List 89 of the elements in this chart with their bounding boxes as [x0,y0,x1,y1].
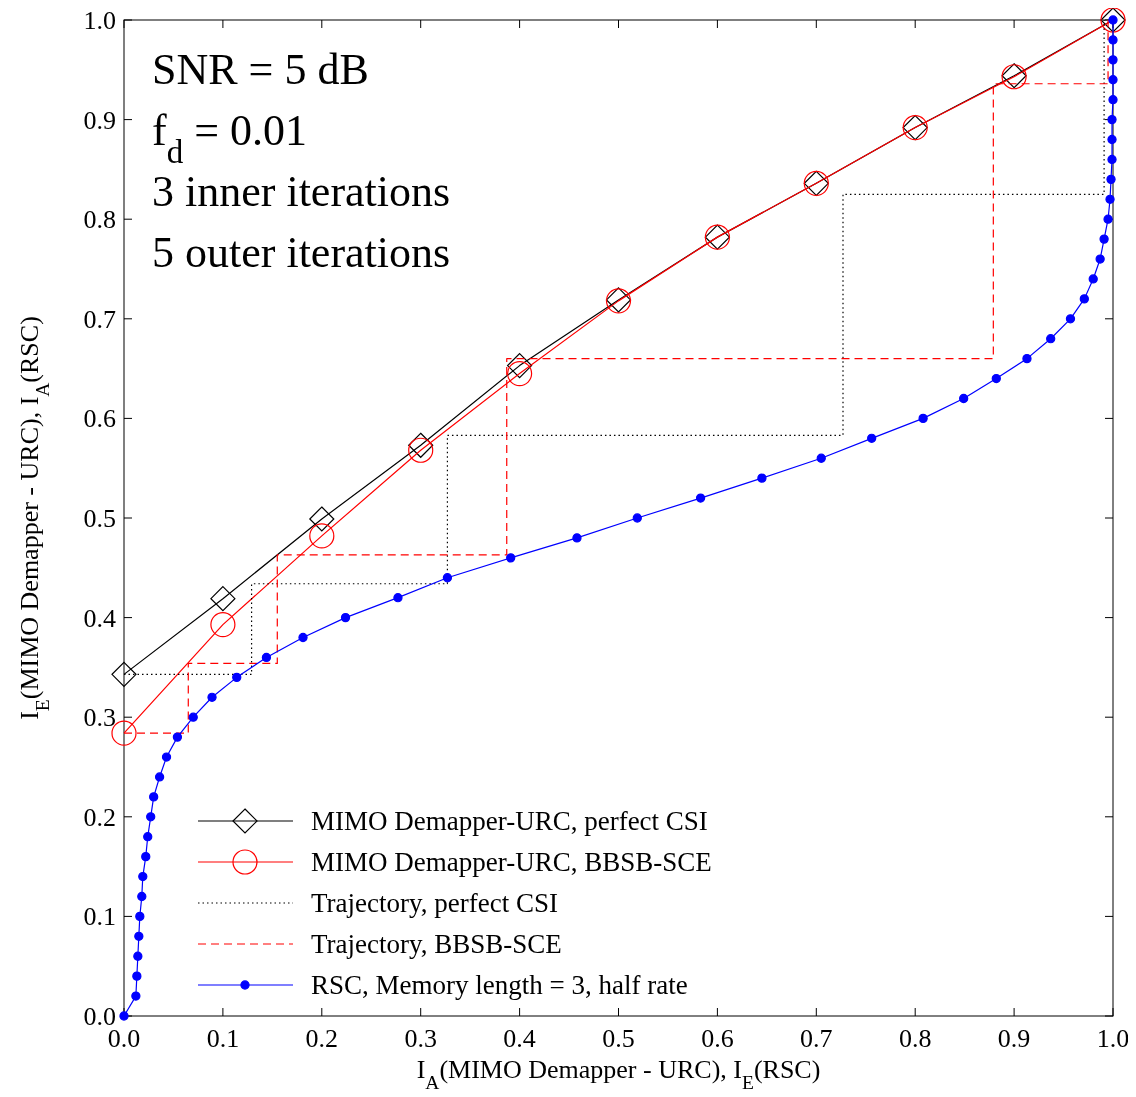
point [442,573,453,583]
point [1107,154,1117,165]
legend-label: MIMO Demapper-URC, perfect CSI [311,806,708,836]
point [393,593,403,603]
point [138,871,148,882]
y-tick-label: 0.4 [83,603,116,633]
point [146,812,156,822]
point [1065,314,1076,324]
point [632,513,642,523]
point [1099,234,1109,244]
point [134,931,144,941]
point [210,611,236,638]
x-tick-label: 0.1 [206,1024,240,1053]
point [408,437,434,463]
y-tick-label: 0.9 [83,105,116,135]
point [309,506,335,532]
point [1105,194,1115,204]
point [918,413,928,424]
annotation: f$_{d}$ = 0.01 [152,106,307,170]
x-tick-label: 0.3 [404,1024,437,1053]
point [1079,294,1089,304]
legend-label: MIMO Demapper-URC, BBSB-SCE [311,847,712,877]
point [959,393,969,404]
point [133,951,143,961]
point [507,360,533,387]
point [1022,353,1032,364]
point [210,586,236,612]
point [867,433,877,443]
point [1046,334,1056,344]
y-tick-label: 0.8 [83,205,116,235]
point [1108,55,1118,65]
point [1095,254,1105,264]
point [135,911,145,922]
point [141,851,151,862]
point [506,553,516,563]
point [149,792,159,802]
point [232,672,242,683]
x-tick-label: 0.7 [800,1024,833,1053]
y-tick-label: 0.2 [83,802,116,832]
y-tick-label: 0.3 [83,703,116,733]
point [340,612,351,623]
point [1106,174,1116,185]
point [757,473,767,483]
y-tick-label: 1.0 [83,6,116,35]
x-tick-label: 0.8 [898,1024,932,1053]
point [1108,35,1118,45]
x-tick-label: 0.5 [602,1024,635,1053]
point [309,523,335,549]
point [261,652,272,663]
x-axis-title: I$_{A}$(MIMO Demapper - URC), I$_{E}$(RSC) [416,1055,821,1093]
x-tick-label: 0.6 [701,1024,734,1053]
point [1107,114,1117,125]
x-tick-label: 1.0 [1096,1024,1130,1053]
point [408,432,434,458]
point [298,632,308,643]
y-tick-label: 0.1 [83,902,116,932]
point [1107,134,1117,145]
point [137,891,147,902]
point [1088,274,1098,284]
point [131,991,141,1001]
annotation: 5 outer iterations [152,228,451,277]
point [695,493,706,503]
point [507,353,533,379]
point [111,661,137,687]
point [1103,214,1113,224]
point [132,971,142,981]
point [816,453,826,463]
y-tick-label: 0.7 [83,304,116,334]
y-tick-label: 0.6 [83,404,116,434]
point [119,1011,129,1021]
point [572,533,582,543]
point [1108,95,1118,105]
x-tick-label: 0.4 [503,1024,536,1053]
point [1108,75,1118,85]
legend-label: Trajectory, perfect CSI [311,888,558,918]
point [161,752,172,762]
point [207,692,217,702]
point [154,772,165,782]
point [143,832,153,842]
y-tick-label: 0.5 [83,504,116,533]
point [188,712,198,722]
point [991,373,1001,384]
x-tick-label: 0.9 [997,1024,1031,1053]
point [172,732,183,742]
annotation: SNR = 5 dB [152,45,369,94]
legend-label: Trajectory, BBSB-SCE [311,929,562,959]
annotation: 3 inner iterations [152,167,451,216]
legend-label: RSC, Memory length = 3, half rate [311,970,688,1000]
x-tick-label: 0.2 [305,1024,339,1053]
